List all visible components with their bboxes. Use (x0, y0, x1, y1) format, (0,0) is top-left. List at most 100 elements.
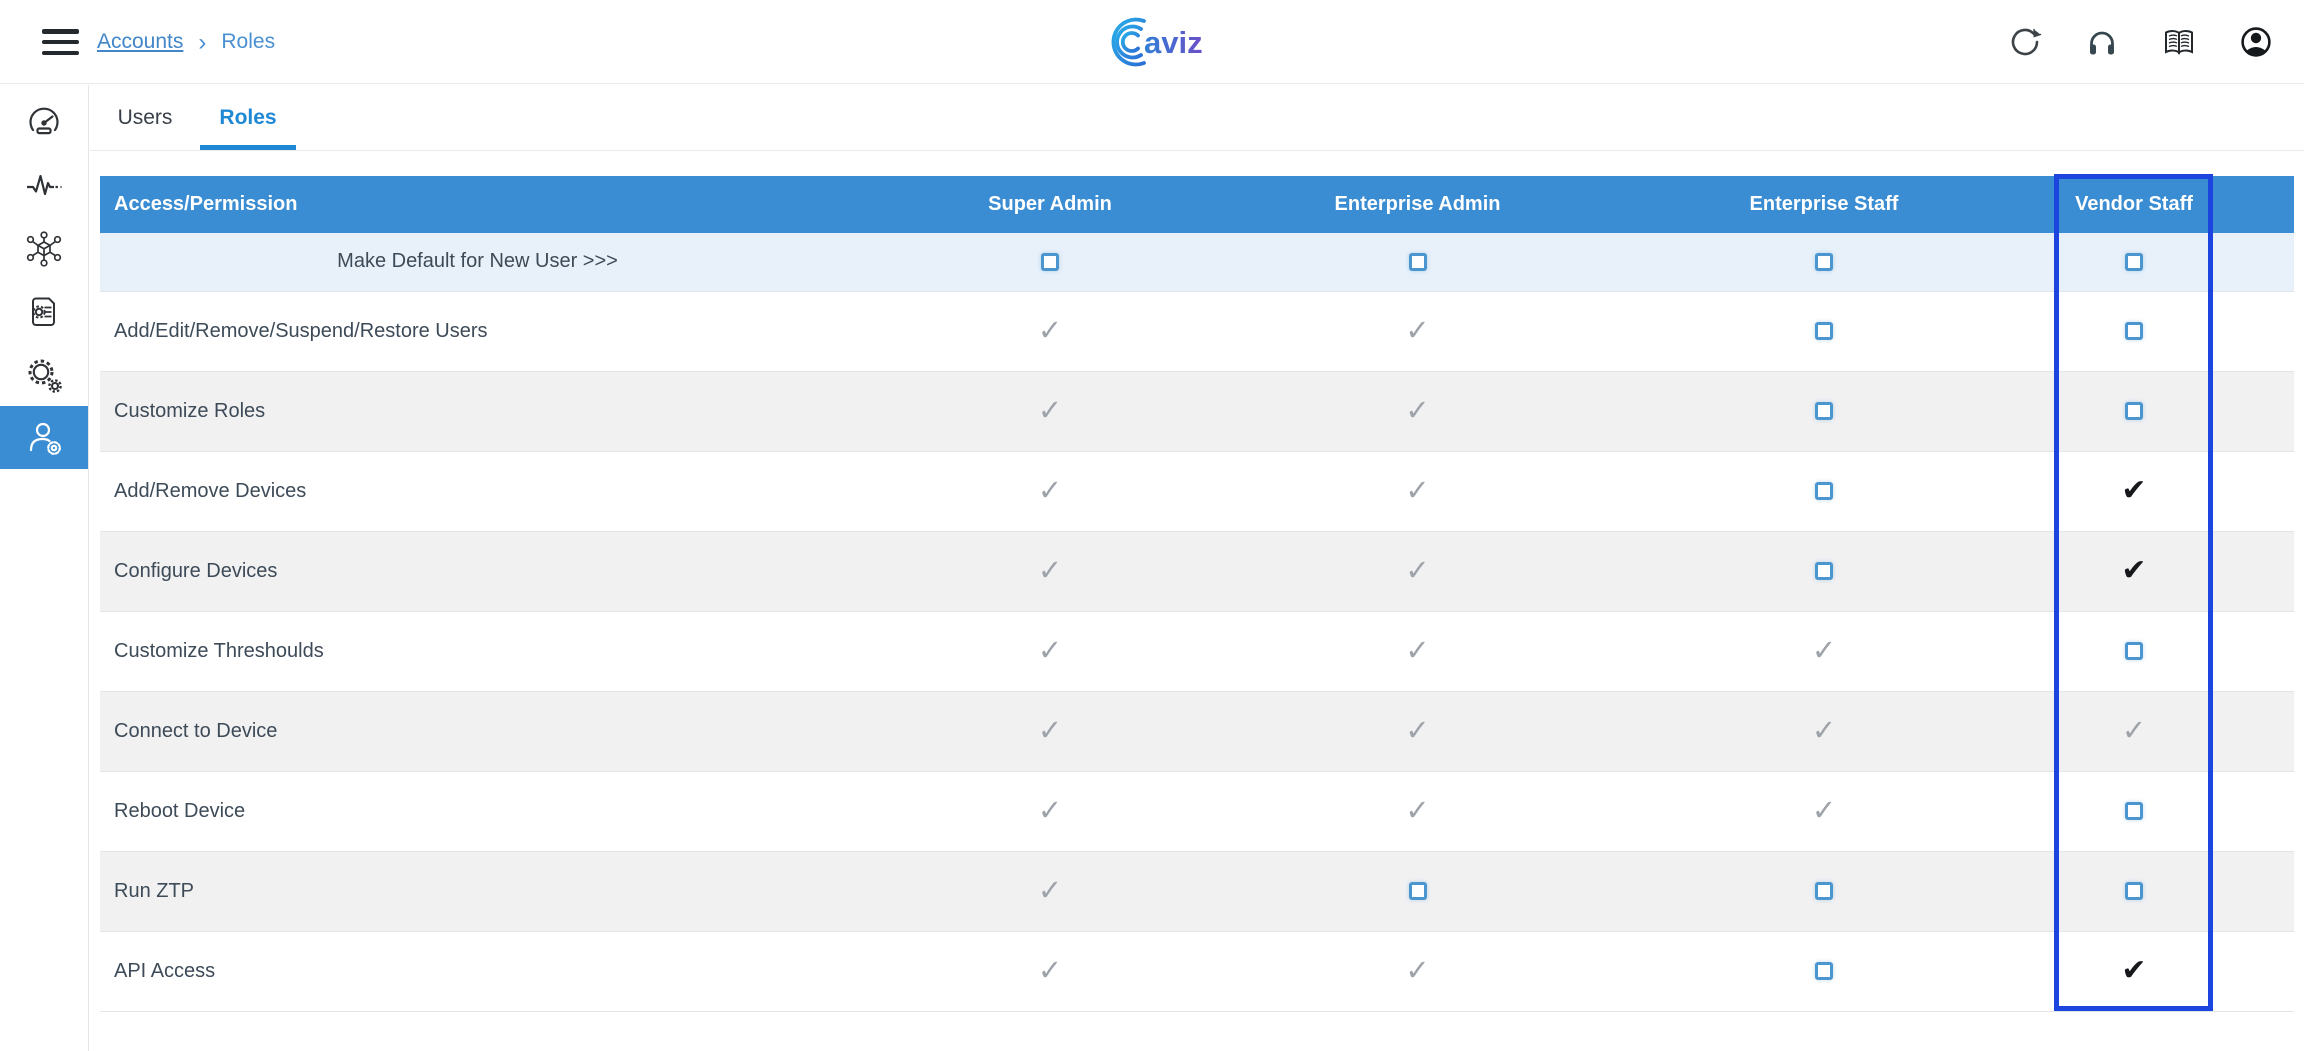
permission-checkbox-enterprise-staff[interactable] (1815, 562, 1833, 581)
cell-filler (2210, 931, 2294, 1011)
granted-check-bold-icon: ✔ (2121, 954, 2147, 987)
cell-customize-roles-vendor-staff (2058, 371, 2210, 451)
granted-check-icon: ✓ (1037, 714, 1063, 747)
cell-api-access-enterprise-admin: ✓ (1245, 931, 1590, 1011)
tab-bar: Users Roles (90, 85, 2304, 151)
document-gear-icon (32, 297, 55, 326)
cell-add-remove-devices-enterprise-staff (1590, 451, 2058, 531)
granted-check-icon: ✓ (1405, 794, 1430, 827)
permission-label: Connect to Device (114, 719, 278, 742)
cell-reboot-device-vendor-staff (2058, 771, 2210, 851)
permission-checkbox-enterprise-staff[interactable] (1815, 402, 1833, 421)
permission-checkbox-vendor-staff[interactable] (2125, 882, 2143, 901)
permission-checkbox-enterprise-staff[interactable] (1815, 962, 1833, 981)
permission-checkbox-vendor-staff[interactable] (2125, 252, 2143, 271)
permission-checkbox-enterprise-staff[interactable] (1815, 482, 1833, 501)
sidebar-item-settings[interactable] (0, 343, 88, 406)
granted-check-icon: ✓ (1811, 634, 1837, 667)
docs-button[interactable] (2161, 24, 2197, 60)
permission-label: Add/Remove Devices (114, 479, 307, 502)
column-header-filler (2210, 176, 2294, 233)
permission-checkbox-vendor-staff[interactable] (2125, 322, 2143, 341)
cell-filler (2210, 371, 2294, 451)
permission-checkbox-enterprise-admin[interactable] (1408, 252, 1427, 271)
breadcrumb-link-accounts[interactable]: Accounts (97, 30, 184, 53)
sidebar-item-templates[interactable] (0, 280, 88, 343)
column-header-super-admin: Super Admin (855, 176, 1245, 233)
cell-filler (2210, 451, 2294, 531)
cell-add-edit-remove-suspend-restore-users-super-admin: ✓ (855, 291, 1245, 371)
granted-check-icon: ✓ (1037, 314, 1063, 347)
granted-check-icon: ✓ (1037, 554, 1063, 587)
topbar-icons (2007, 0, 2274, 84)
table-row-customize-roles: Customize Roles ✓ ✓ (100, 371, 2294, 451)
granted-check-bold-icon: ✔ (2121, 554, 2147, 587)
topbar: Accounts › Roles aviz (0, 0, 2304, 84)
tab-roles[interactable]: Roles (200, 85, 296, 150)
aviz-logo: aviz (1098, 8, 1258, 76)
breadcrumb: Accounts › Roles (97, 0, 275, 84)
granted-check-icon: ✓ (1037, 794, 1063, 827)
permission-checkbox-enterprise-staff[interactable] (1815, 252, 1833, 271)
permission-label: Add/Edit/Remove/Suspend/Restore Users (114, 319, 488, 342)
cell-configure-devices-enterprise-staff (1590, 531, 2058, 611)
granted-check-icon: ✓ (1037, 874, 1063, 907)
permission-checkbox-super-admin[interactable] (1041, 252, 1059, 271)
granted-check-icon: ✓ (1811, 714, 1837, 747)
granted-check-icon: ✓ (1405, 394, 1430, 427)
cell-customize-roles-enterprise-admin: ✓ (1245, 371, 1590, 451)
permissions-table-wrap: Access/Permission Super Admin Enterprise A… (100, 176, 2294, 1012)
refresh-button[interactable] (2007, 24, 2043, 60)
cell-add-remove-devices-enterprise-admin: ✓ (1245, 451, 1590, 531)
cell-add-remove-devices-vendor-staff: ✔ (2058, 451, 2210, 531)
granted-check-icon: ✓ (1405, 314, 1430, 347)
cell-filler (2210, 771, 2294, 851)
cell-api-access-super-admin: ✓ (855, 931, 1245, 1011)
hamburger-menu-button[interactable] (42, 29, 79, 55)
cell-configure-devices-enterprise-admin: ✓ (1245, 531, 1590, 611)
cell-run-ztp-enterprise-admin (1245, 851, 1590, 931)
sidebar-item-accounts[interactable] (0, 406, 88, 469)
cell-customize-threshoulds-vendor-staff (2058, 611, 2210, 691)
permission-checkbox-enterprise-admin[interactable] (1408, 882, 1427, 901)
cell-make-default-vendor-staff (2058, 233, 2210, 291)
table-row-customize-threshoulds: Customize Threshoulds ✓ ✓ ✓ (100, 611, 2294, 691)
permission-checkbox-vendor-staff[interactable] (2125, 642, 2143, 661)
column-header-enterprise-staff: Enterprise Staff (1590, 176, 2058, 233)
sidebar-item-dashboard[interactable] (0, 91, 88, 154)
column-header-enterprise-admin: Enterprise Admin (1245, 176, 1590, 233)
cell-add-edit-remove-suspend-restore-users-enterprise-staff (1590, 291, 2058, 371)
book-icon (2165, 30, 2193, 55)
cell-run-ztp-enterprise-staff (1590, 851, 2058, 931)
sidebar-item-topology[interactable] (0, 217, 88, 280)
tab-users[interactable]: Users (117, 105, 173, 129)
cell-customize-threshoulds-enterprise-staff: ✓ (1590, 611, 2058, 691)
granted-check-icon: ✓ (1405, 554, 1430, 587)
table-row-add-remove-devices: Add/Remove Devices ✓ ✓ ✔ (100, 451, 2294, 531)
support-button[interactable] (2084, 24, 2120, 60)
sidebar-item-health[interactable] (0, 154, 88, 217)
cell-reboot-device-super-admin: ✓ (855, 771, 1245, 851)
permission-checkbox-enterprise-staff[interactable] (1815, 322, 1833, 341)
cell-filler (2210, 611, 2294, 691)
hamburger-bar (42, 39, 79, 45)
gauge-icon (29, 107, 59, 134)
aviz-logo-icon: aviz (1111, 17, 1203, 67)
cell-run-ztp-super-admin: ✓ (855, 851, 1245, 931)
cell-filler (2210, 691, 2294, 771)
account-button[interactable] (2238, 24, 2274, 60)
cell-customize-roles-enterprise-staff (1590, 371, 2058, 451)
make-default-row: Make Default for New User >>> (100, 233, 2294, 291)
cell-connect-to-device-super-admin: ✓ (855, 691, 1245, 771)
gears-icon (28, 359, 62, 393)
hamburger-bar (42, 29, 79, 34)
cell-customize-threshoulds-super-admin: ✓ (855, 611, 1245, 691)
network-cube-icon (26, 230, 62, 267)
permission-checkbox-vendor-staff[interactable] (2125, 802, 2143, 821)
breadcrumb-current-roles: Roles (221, 30, 276, 53)
breadcrumb-separator-icon: › (198, 28, 207, 56)
permission-checkbox-vendor-staff[interactable] (2125, 402, 2143, 421)
make-default-label: Make Default for New User >>> (337, 250, 618, 273)
cell-api-access-enterprise-staff (1590, 931, 2058, 1011)
permission-checkbox-enterprise-staff[interactable] (1815, 882, 1833, 901)
